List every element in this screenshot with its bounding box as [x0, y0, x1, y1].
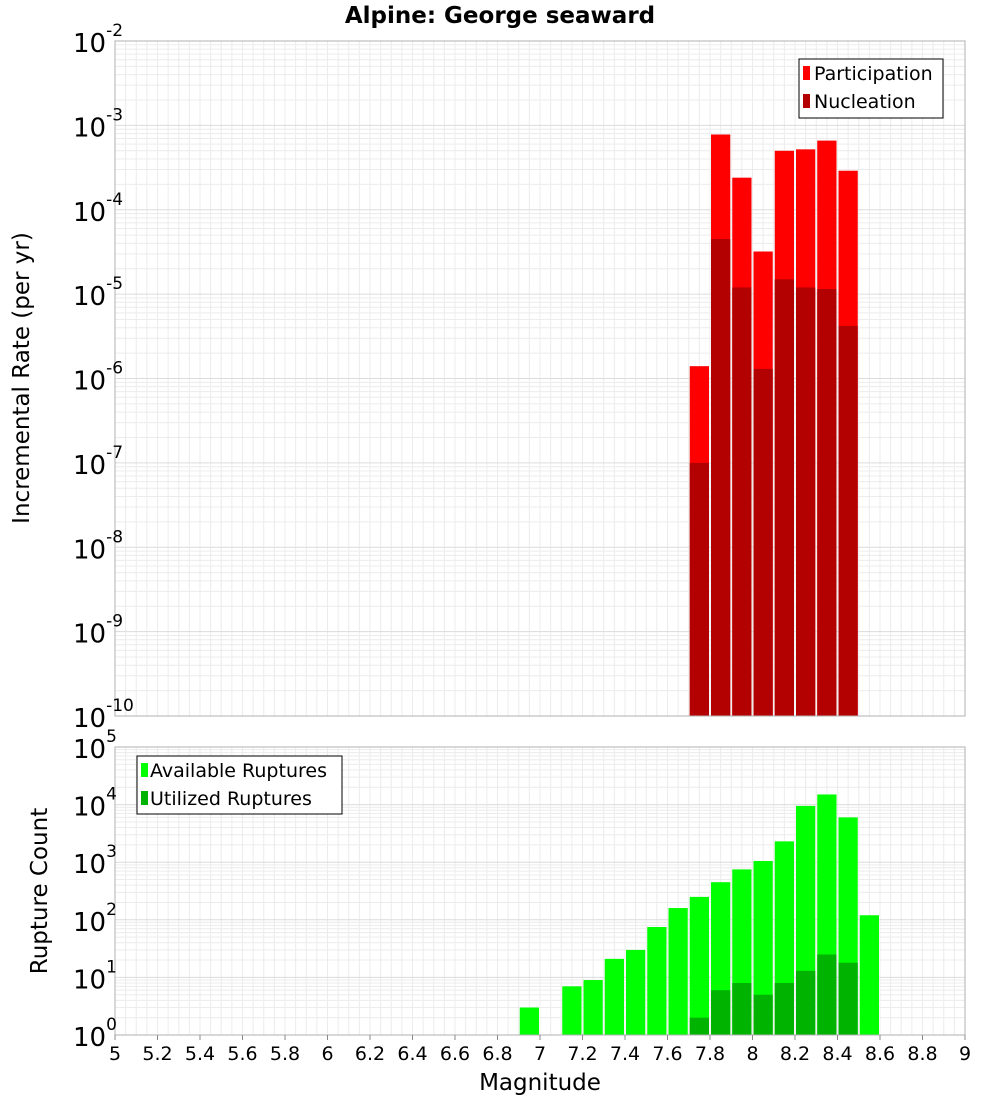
bottom-y-axis-label: Rupture Count — [27, 808, 53, 974]
legend-label-participation: Participation — [814, 63, 933, 85]
bottom-y-tick-label: 105 — [73, 727, 117, 765]
bottom-bar-series2 — [689, 1017, 709, 1035]
bottom-bar-series1 — [604, 958, 624, 1035]
bottom-bar-series2 — [732, 982, 752, 1035]
x-tick-label: 6.4 — [397, 1043, 427, 1065]
x-axis-label: Magnitude — [479, 1070, 601, 1096]
x-tick-label: 8.8 — [907, 1043, 937, 1065]
top-y-tick-label: 10-9 — [73, 612, 123, 650]
top-y-tick-label: 10-6 — [73, 359, 123, 397]
bottom-bar-series1 — [859, 915, 879, 1035]
bottom-bar-series2 — [796, 970, 816, 1035]
legend-swatch-utilized — [141, 791, 148, 805]
top-bar-series2 — [689, 462, 709, 716]
x-tick-label: 6.8 — [482, 1043, 512, 1065]
top-y-tick-label: 10-7 — [73, 443, 123, 481]
x-tick-label: 8 — [746, 1043, 758, 1065]
bottom-bar-series2 — [774, 982, 794, 1035]
bottom-bar-series1 — [562, 986, 582, 1035]
legend-label-nucleation: Nucleation — [814, 91, 916, 113]
bottom-bar-series1 — [647, 926, 667, 1035]
x-tick-label: 9 — [959, 1043, 971, 1065]
top-y-tick-label: 10-3 — [73, 105, 123, 143]
top-y-tick-label: 10-5 — [73, 274, 123, 312]
bottom-bar-series1 — [519, 1007, 539, 1035]
x-tick-label: 7.6 — [652, 1043, 682, 1065]
x-tick-label: 8.2 — [780, 1043, 810, 1065]
top-y-tick-label: 10-10 — [73, 696, 134, 734]
bottom-legend: Available Ruptures Utilized Ruptures — [136, 755, 343, 815]
incremental-rate-panel: 10-10 10-9 10-8 10-7 10-6 10-5 10-4 10-3 10-2 In… — [9, 21, 966, 734]
top-bar-series2 — [711, 239, 731, 716]
x-tick-label: 7.4 — [610, 1043, 640, 1065]
top-legend: Participation Nucleation — [798, 58, 944, 119]
bottom-y-tick-label: 102 — [73, 900, 117, 938]
x-tick-label: 7 — [534, 1043, 546, 1065]
top-bars — [689, 134, 858, 717]
legend-swatch-participation — [803, 66, 810, 80]
top-y-axis-label: Incremental Rate (per yr) — [9, 232, 35, 524]
top-bar-series2 — [796, 287, 816, 716]
bottom-y-ticks: 100 101 102 103 104 105 — [73, 727, 117, 1053]
x-tick-label: 8.4 — [822, 1043, 852, 1065]
bottom-bar-series2 — [753, 994, 773, 1035]
x-tick-label: 6.6 — [440, 1043, 470, 1065]
bottom-bar-series1 — [689, 896, 709, 1035]
top-y-tick-label: 10-2 — [73, 21, 123, 59]
legend-label-utilized: Utilized Ruptures — [150, 788, 312, 810]
top-bar-series2 — [732, 287, 752, 716]
legend-swatch-nucleation — [803, 94, 810, 108]
top-bar-series2 — [838, 325, 858, 716]
legend-swatch-available — [141, 763, 148, 777]
top-bar-series2 — [774, 279, 794, 716]
bottom-y-tick-label: 101 — [73, 957, 117, 995]
x-tick-label: 7.8 — [695, 1043, 725, 1065]
x-tick-label: 6 — [321, 1043, 333, 1065]
x-tick-label: 8.6 — [865, 1043, 895, 1065]
legend-label-available: Available Ruptures — [150, 760, 327, 782]
chart-title: Alpine: George seaward — [345, 3, 655, 29]
x-tick-label: 6.2 — [355, 1043, 385, 1065]
bottom-y-tick-label: 104 — [73, 785, 117, 823]
bottom-bars — [519, 794, 879, 1035]
top-legend-box — [798, 58, 944, 119]
x-tick-label: 5.2 — [142, 1043, 172, 1065]
bottom-legend-box — [136, 755, 343, 815]
top-y-tick-label: 10-8 — [73, 527, 123, 565]
top-bar-series2 — [817, 289, 837, 716]
x-tick-label: 5 — [109, 1043, 121, 1065]
top-bar-series2 — [753, 368, 773, 716]
x-axis-ticks: 5 5.2 5.4 5.6 5.8 6 6.2 6.4 6.6 6.8 7 7.2 7.4 7.6 7.8 8… — [109, 1035, 971, 1065]
top-gridlines — [114, 41, 966, 717]
bottom-bar-series1 — [626, 949, 646, 1035]
x-tick-label: 5.8 — [270, 1043, 300, 1065]
bottom-bar-series2 — [817, 954, 837, 1035]
bottom-bar-series2 — [838, 962, 858, 1035]
bottom-y-tick-label: 103 — [73, 842, 117, 880]
bottom-bar-series2 — [711, 990, 731, 1035]
x-tick-label: 5.6 — [227, 1043, 257, 1065]
bottom-bar-series1 — [753, 860, 773, 1035]
top-y-ticks: 10-10 10-9 10-8 10-7 10-6 10-5 10-4 10-3 10-2 — [73, 21, 134, 734]
bottom-bar-series1 — [583, 980, 603, 1035]
x-tick-label: 5.4 — [185, 1043, 215, 1065]
bottom-bar-series1 — [668, 908, 688, 1035]
top-plot-border — [114, 40, 966, 717]
top-y-tick-label: 10-4 — [73, 190, 123, 228]
x-tick-label: 7.2 — [567, 1043, 597, 1065]
rupture-count-panel: 100 101 102 103 104 105 Rupture Count Availab… — [27, 727, 966, 1053]
bottom-y-tick-label: 100 — [73, 1015, 117, 1053]
